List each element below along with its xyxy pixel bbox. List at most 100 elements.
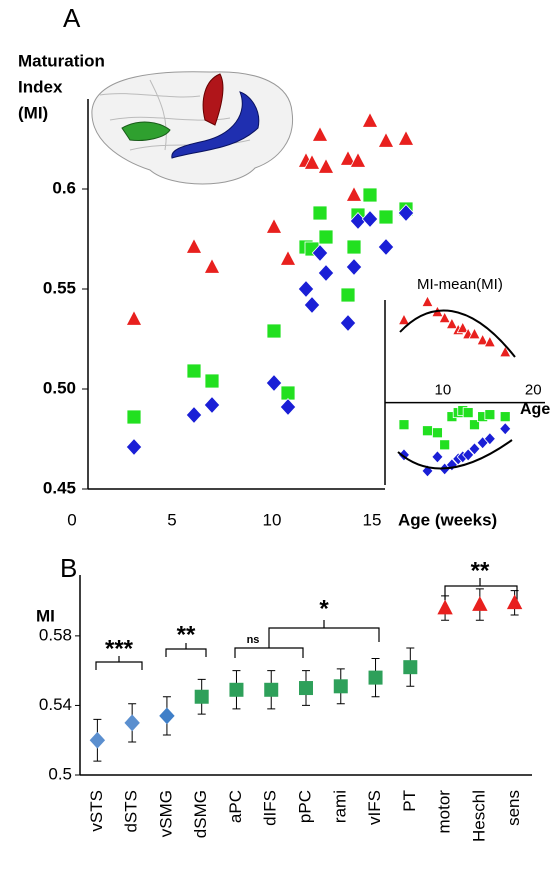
marker [499, 422, 512, 436]
y-axis-label: MI [36, 606, 55, 625]
marker [499, 411, 511, 423]
marker [456, 321, 469, 334]
marker [266, 323, 282, 339]
x-axis-label: Age (weeks) [398, 510, 497, 529]
marker [483, 432, 496, 446]
x-tick-label: dSTS [122, 790, 141, 833]
significance-label: ** [471, 557, 490, 584]
marker [312, 205, 328, 221]
marker [403, 660, 418, 675]
y-tick-label: 0.45 [43, 478, 76, 497]
marker [333, 679, 348, 694]
marker [265, 217, 283, 234]
marker [279, 249, 297, 266]
inset-title: MI-mean(MI) [417, 276, 503, 293]
marker [317, 264, 335, 282]
marker [186, 363, 202, 379]
marker [398, 419, 410, 431]
marker [499, 345, 512, 358]
marker [185, 406, 203, 424]
marker [311, 125, 329, 142]
marker [377, 238, 395, 256]
marker [318, 229, 334, 245]
marker [437, 599, 453, 615]
marker [472, 596, 488, 611]
marker [483, 335, 497, 348]
marker [468, 442, 481, 456]
marker [317, 157, 335, 174]
marker [462, 448, 475, 462]
marker [432, 427, 443, 439]
marker [204, 373, 220, 389]
marker [349, 151, 367, 168]
marker [339, 314, 357, 332]
marker [438, 311, 451, 324]
marker [397, 129, 415, 146]
marker [126, 409, 142, 425]
significance-label: *** [105, 635, 134, 662]
marker [506, 594, 523, 610]
x-tick-label: 5 [167, 510, 176, 529]
marker [280, 385, 296, 401]
marker [361, 111, 379, 128]
marker [377, 131, 395, 148]
inset-x-label: Age [520, 401, 550, 418]
significance-label: ** [177, 621, 196, 648]
x-tick-label: vSTS [87, 790, 106, 832]
x-tick-label: 10 [263, 510, 282, 529]
significance-label: * [319, 595, 329, 622]
significance-label: ns [247, 634, 260, 646]
x-tick-label: aPC [226, 790, 245, 823]
marker [203, 257, 221, 274]
x-tick-label: motor [435, 790, 454, 834]
y-tick-label: 0.5 [48, 764, 72, 783]
marker [229, 682, 244, 697]
marker [303, 296, 321, 314]
marker [303, 153, 321, 170]
marker [422, 425, 433, 437]
marker [397, 313, 411, 326]
y-tick-label: 0.58 [39, 625, 72, 644]
marker [346, 239, 362, 255]
marker [431, 450, 444, 464]
marker [185, 237, 203, 254]
inset-x-tick-label: 20 [525, 382, 542, 399]
x-tick-label: 15 [363, 510, 382, 529]
marker [397, 204, 415, 222]
x-tick-label: 0 [67, 510, 76, 529]
y-tick-label: 0.55 [43, 278, 76, 297]
x-tick-label: vSMG [156, 790, 175, 837]
marker [339, 149, 357, 166]
fit-curve [399, 309, 516, 358]
marker [89, 731, 106, 749]
fit-curve [397, 439, 513, 470]
marker [445, 317, 459, 330]
y-axis-label: (MI) [18, 103, 48, 122]
y-axis-label: Maturation [18, 51, 105, 70]
marker [476, 333, 489, 346]
marker [345, 258, 363, 276]
marker [279, 398, 297, 416]
marker [345, 185, 363, 202]
marker [469, 419, 480, 431]
marker [124, 714, 140, 732]
x-tick-label: rami [330, 790, 349, 823]
brain-illustration [91, 71, 294, 185]
panel-label: B [60, 553, 77, 583]
x-tick-label: sens [504, 790, 523, 826]
marker [159, 707, 175, 725]
inset-x-tick-label: 10 [435, 382, 452, 399]
x-tick-label: dIFS [261, 790, 280, 826]
marker [368, 670, 383, 685]
marker [362, 187, 378, 203]
marker [468, 327, 481, 340]
marker [439, 439, 451, 451]
marker [297, 280, 315, 298]
marker [203, 396, 221, 414]
x-tick-label: PT [400, 790, 419, 812]
x-tick-label: vIFS [365, 790, 384, 825]
marker [299, 681, 313, 696]
y-tick-label: 0.50 [43, 378, 76, 397]
